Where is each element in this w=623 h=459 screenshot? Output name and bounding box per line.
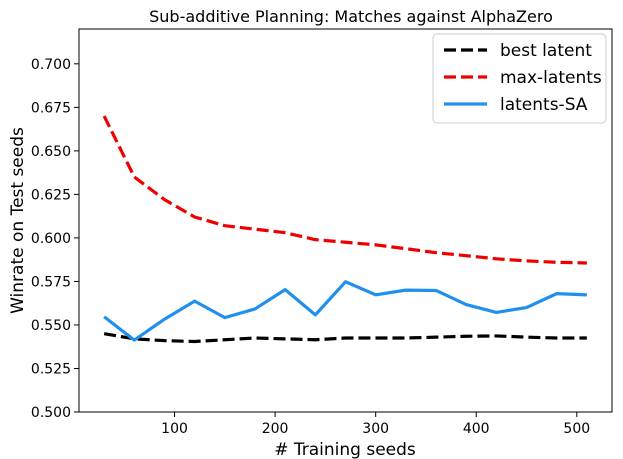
x-axis-label: # Training seeds (274, 440, 416, 459)
y-tick-label: 0.675 (31, 100, 71, 116)
y-tick-label: 0.600 (31, 231, 71, 247)
legend: best latent max-latents latents-SA (432, 33, 607, 124)
y-tick-label: 0.575 (31, 274, 71, 290)
legend-label: latents-SA (500, 95, 588, 115)
x-tick-label: 200 (262, 421, 289, 437)
y-tick-label: 0.550 (31, 318, 71, 334)
series-line-best-latent (103, 332, 587, 344)
series-line-max-latents (102, 115, 587, 265)
series-layer (102, 115, 587, 344)
y-tick-label: 0.650 (31, 144, 71, 160)
legend-items: best latent max-latents latents-SA (444, 41, 602, 115)
x-axis-ticks: 100 200 300 400 500 (161, 412, 590, 437)
y-tick-label: 0.625 (31, 187, 71, 203)
y-tick-label: 0.700 (31, 57, 71, 73)
chart-title: Sub-additive Planning: Matches against A… (149, 7, 553, 26)
y-axis-ticks: 0.500 0.525 0.550 0.575 0.600 0.625 0.650 0.675… (31, 57, 79, 421)
series-line-latents-SA (103, 280, 587, 342)
plot-frame (78, 28, 613, 413)
legend-label: max-latents (500, 68, 602, 88)
plot-area (78, 28, 613, 413)
y-axis-label: Winrate on Test seeds (8, 127, 28, 314)
x-tick-label: 500 (563, 421, 590, 437)
x-tick-label: 100 (161, 421, 188, 437)
legend-label: best latent (500, 41, 592, 61)
y-tick-label: 0.500 (31, 405, 71, 421)
y-tick-label: 0.525 (31, 361, 71, 377)
legend-frame (432, 33, 607, 124)
x-tick-label: 400 (463, 421, 490, 437)
x-tick-label: 300 (362, 421, 389, 437)
